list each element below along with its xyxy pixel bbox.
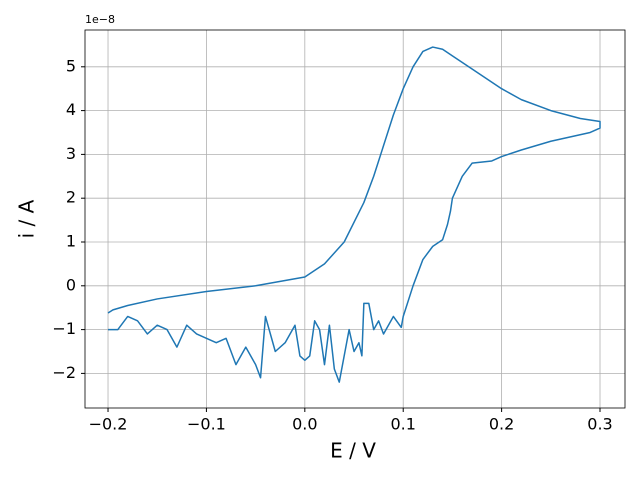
offset-label: 1e−8 <box>85 13 115 26</box>
y-tick-label: 1 <box>66 231 76 250</box>
y-tick-label: −1 <box>52 319 76 338</box>
x-tick-label: −0.1 <box>187 415 226 434</box>
plot-frame <box>84 29 626 409</box>
y-tick-label: 2 <box>66 188 76 207</box>
x-tick-label: 0.0 <box>292 415 317 434</box>
x-tick-label: 0.3 <box>587 415 612 434</box>
y-tick-label: 5 <box>66 56 76 75</box>
x-tick-label: 0.2 <box>489 415 514 434</box>
data-line <box>107 46 601 383</box>
x-tick-label: 0.1 <box>390 415 415 434</box>
y-axis-label: i / A <box>15 199 39 238</box>
x-tick-label: −0.2 <box>89 415 128 434</box>
y-tick-label: −2 <box>52 363 76 382</box>
y-tick-label: 0 <box>66 275 76 294</box>
x-axis-label: E / V <box>330 439 376 463</box>
y-tick-label: 4 <box>66 100 76 119</box>
y-tick-label: 3 <box>66 144 76 163</box>
